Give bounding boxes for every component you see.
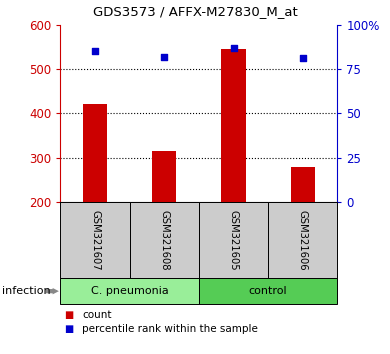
Bar	[83, 104, 107, 202]
Point	[300, 56, 306, 61]
FancyBboxPatch shape	[199, 202, 268, 278]
Bar	[291, 167, 315, 202]
Text: count: count	[82, 310, 112, 320]
Text: GDS3573 / AFFX-M27830_M_at: GDS3573 / AFFX-M27830_M_at	[93, 5, 297, 18]
Text: GSM321608: GSM321608	[159, 210, 169, 270]
Text: percentile rank within the sample: percentile rank within the sample	[82, 324, 258, 334]
Text: GSM321606: GSM321606	[298, 210, 308, 270]
FancyBboxPatch shape	[199, 278, 337, 304]
Text: GSM321607: GSM321607	[90, 210, 100, 270]
Text: control: control	[249, 286, 287, 296]
FancyBboxPatch shape	[60, 278, 199, 304]
Text: GSM321605: GSM321605	[229, 210, 239, 270]
Text: infection: infection	[2, 286, 51, 296]
Text: ■: ■	[64, 324, 74, 334]
Point	[230, 45, 237, 51]
FancyBboxPatch shape	[129, 202, 199, 278]
Bar	[152, 151, 176, 202]
Point	[92, 48, 98, 54]
FancyBboxPatch shape	[268, 202, 337, 278]
Point	[161, 54, 167, 59]
Text: ■: ■	[64, 310, 74, 320]
Text: C. pneumonia: C. pneumonia	[91, 286, 168, 296]
Bar	[222, 49, 246, 202]
FancyBboxPatch shape	[60, 202, 129, 278]
